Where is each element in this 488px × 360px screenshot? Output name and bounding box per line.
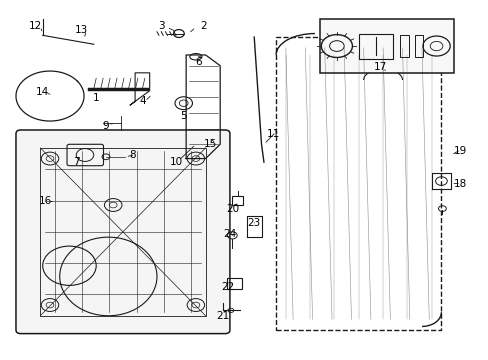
Text: 20: 20 — [225, 203, 239, 213]
Text: 10: 10 — [169, 157, 183, 167]
Bar — [276, 37, 441, 330]
Text: 7: 7 — [73, 157, 80, 167]
Text: 18: 18 — [453, 179, 467, 189]
Bar — [319, 19, 453, 73]
Text: 14: 14 — [36, 87, 49, 98]
Text: 19: 19 — [453, 147, 467, 157]
Text: 3: 3 — [158, 21, 165, 31]
Text: 23: 23 — [247, 218, 260, 228]
Bar — [232, 196, 243, 205]
Text: 12: 12 — [29, 21, 42, 31]
Text: 4: 4 — [139, 96, 145, 107]
Text: 21: 21 — [216, 311, 229, 321]
Text: 2: 2 — [200, 21, 206, 31]
Text: 1: 1 — [93, 93, 100, 103]
Text: 16: 16 — [39, 197, 52, 206]
FancyBboxPatch shape — [16, 130, 229, 334]
Bar — [399, 35, 408, 57]
Text: 6: 6 — [195, 57, 201, 67]
Text: 5: 5 — [180, 111, 186, 121]
Text: 9: 9 — [102, 121, 109, 131]
Text: 15: 15 — [203, 139, 217, 149]
Bar — [358, 33, 392, 59]
Text: 11: 11 — [266, 129, 280, 139]
Text: 22: 22 — [221, 282, 234, 292]
Text: 8: 8 — [129, 150, 136, 160]
Bar — [40, 148, 205, 316]
Bar — [414, 35, 423, 57]
Text: 17: 17 — [373, 63, 386, 72]
Text: 13: 13 — [75, 25, 88, 35]
Text: 24: 24 — [223, 229, 236, 239]
